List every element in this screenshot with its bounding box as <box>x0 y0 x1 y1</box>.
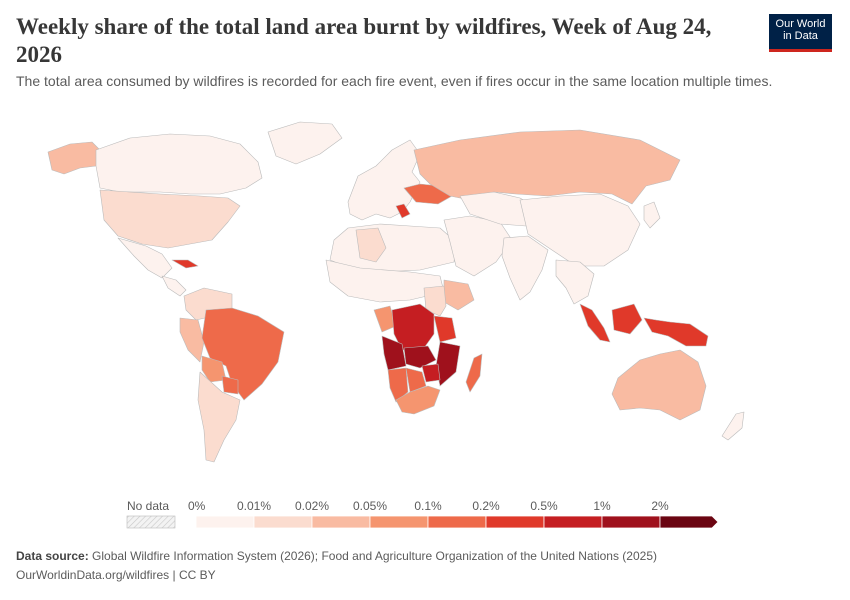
chart-title: Weekly share of the total land area burn… <box>16 14 712 67</box>
legend-swatch-6 <box>543 515 603 529</box>
legend-swatch-8 <box>659 515 719 529</box>
region-mexico[interactable] <box>117 237 173 279</box>
legend-swatch-1 <box>253 515 313 529</box>
legend-swatch-4 <box>427 515 487 529</box>
region-cuba[interactable] <box>171 259 199 269</box>
region-north-africa[interactable] <box>329 223 457 273</box>
region-madagascar[interactable] <box>465 353 483 393</box>
region-greenland[interactable] <box>267 121 343 165</box>
legend-label-8: 2% <box>651 499 669 513</box>
legend-label-2: 0.02% <box>295 499 329 513</box>
region-new-zealand[interactable] <box>721 411 745 441</box>
region-east-africa[interactable] <box>423 285 447 317</box>
data-source: Data source: Global Wildfire Information… <box>16 547 836 566</box>
footer: Data source: Global Wildfire Information… <box>16 547 836 585</box>
region-dr-congo[interactable] <box>391 303 435 351</box>
region-brazil[interactable] <box>201 307 285 401</box>
legend-label-5: 0.2% <box>472 499 500 513</box>
region-australia[interactable] <box>611 349 707 421</box>
region-mozambique[interactable] <box>435 341 461 387</box>
region-china[interactable] <box>519 193 641 267</box>
owid-logo[interactable]: Our World in Data <box>769 14 832 52</box>
data-source-label: Data source: <box>16 549 89 563</box>
region-russia[interactable] <box>413 129 681 205</box>
legend-label-3: 0.05% <box>353 499 387 513</box>
legend-swatch-2 <box>311 515 371 529</box>
region-borneo[interactable] <box>611 303 643 335</box>
legend-label-1: 0.01% <box>237 499 271 513</box>
region-peru[interactable] <box>179 317 205 363</box>
chart-subtitle: The total area consumed by wildfires is … <box>16 73 773 89</box>
region-tanzania[interactable] <box>433 315 457 343</box>
legend-no-data-label: No data <box>127 499 169 513</box>
legend-label-7: 1% <box>593 499 611 513</box>
region-zimbabwe[interactable] <box>421 363 441 383</box>
region-paraguay[interactable] <box>221 375 239 395</box>
region-bolivia[interactable] <box>201 355 227 383</box>
region-europe[interactable] <box>347 139 421 221</box>
region-argentina-chile[interactable] <box>197 371 241 463</box>
legend-swatch-0 <box>195 515 255 529</box>
region-balkans[interactable] <box>395 203 411 219</box>
logo-line-1: Our World <box>775 18 826 30</box>
legend-swatch-3 <box>369 515 429 529</box>
region-alaska[interactable] <box>47 141 101 175</box>
logo-line-2: in Data <box>783 30 818 42</box>
region-india[interactable] <box>501 235 549 301</box>
region-south-africa[interactable] <box>395 385 441 415</box>
region-botswana[interactable] <box>405 367 427 393</box>
world-map[interactable] <box>0 110 850 495</box>
legend-label-6: 0.5% <box>530 499 558 513</box>
legend-label-4: 0.1% <box>414 499 442 513</box>
legend-swatch-7 <box>601 515 661 529</box>
data-source-text: Global Wildfire Information System (2026… <box>92 549 657 563</box>
region-zambia[interactable] <box>403 345 437 369</box>
region-sumatra[interactable] <box>579 303 611 343</box>
region-southeast-asia[interactable] <box>555 259 595 305</box>
legend-no-data-swatch <box>126 515 176 529</box>
map-legend: No data 0% 0.01% 0.02% 0.05% 0.1% 0.2% 0.5% 1% 2… <box>126 499 719 529</box>
legend-label-0: 0% <box>188 499 206 513</box>
region-ethiopia[interactable] <box>443 279 475 311</box>
region-middle-east[interactable] <box>443 215 513 277</box>
region-algeria[interactable] <box>355 227 387 263</box>
region-central-america[interactable] <box>161 275 187 297</box>
region-usa[interactable] <box>99 189 241 249</box>
region-canada[interactable] <box>95 133 263 195</box>
region-angola[interactable] <box>381 335 407 371</box>
footer-link[interactable]: OurWorldinData.org/wildfires | CC BY <box>16 568 216 582</box>
region-sulawesi-papua[interactable] <box>643 317 709 347</box>
legend-swatch-5 <box>485 515 545 529</box>
region-japan[interactable] <box>643 201 661 229</box>
